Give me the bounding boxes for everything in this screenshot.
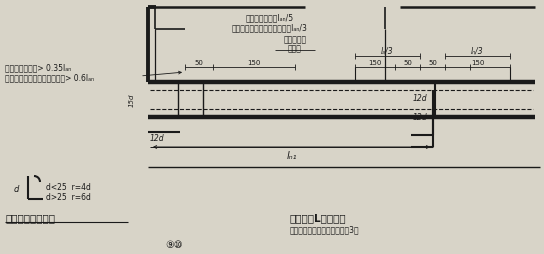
Text: 150: 150 [248, 60, 261, 66]
Text: 12d: 12d [413, 113, 428, 121]
Text: （通长筋）: （通长筋） [283, 35, 307, 44]
Text: 50: 50 [403, 60, 412, 66]
Text: 50: 50 [195, 60, 203, 66]
Text: 150: 150 [471, 60, 484, 66]
Text: d<25  r=4d: d<25 r=4d [46, 182, 91, 191]
Text: ⑨⑩: ⑨⑩ [165, 239, 182, 249]
Text: 纵向钢筋弯折要求: 纵向钢筋弯折要求 [5, 212, 55, 222]
Text: 12d: 12d [413, 94, 428, 103]
Text: 12d: 12d [150, 133, 165, 142]
Text: 15d: 15d [129, 93, 135, 107]
Text: 设计接驳接时：> 0.35lₐₙ: 设计接驳接时：> 0.35lₐₙ [5, 63, 71, 72]
Text: 50: 50 [428, 60, 437, 66]
Text: 充分利用钢筋的抗拉强度时：lₐₙ/3: 充分利用钢筋的抗拉强度时：lₐₙ/3 [232, 23, 308, 32]
Text: 设计接驳接时：lₐₙ/5: 设计接驳接时：lₐₙ/5 [246, 13, 294, 22]
Text: lₙ₁: lₙ₁ [286, 150, 296, 160]
Text: （梁上部通长筋连接要求见注3）: （梁上部通长筋连接要求见注3） [290, 224, 360, 233]
Text: 150: 150 [368, 60, 382, 66]
Text: d: d [14, 185, 20, 194]
Text: 架立筋: 架立筋 [288, 44, 302, 53]
Text: lₐ/3: lₐ/3 [381, 46, 394, 55]
Text: 充分利用钢筋的抗拉强度时：> 0.6lₐₙ: 充分利用钢筋的抗拉强度时：> 0.6lₐₙ [5, 73, 94, 82]
Text: lₙ/3: lₙ/3 [471, 46, 484, 55]
Text: 非框架梁L配筋构造: 非框架梁L配筋构造 [290, 212, 347, 222]
Text: d>25  r=6d: d>25 r=6d [46, 193, 91, 202]
